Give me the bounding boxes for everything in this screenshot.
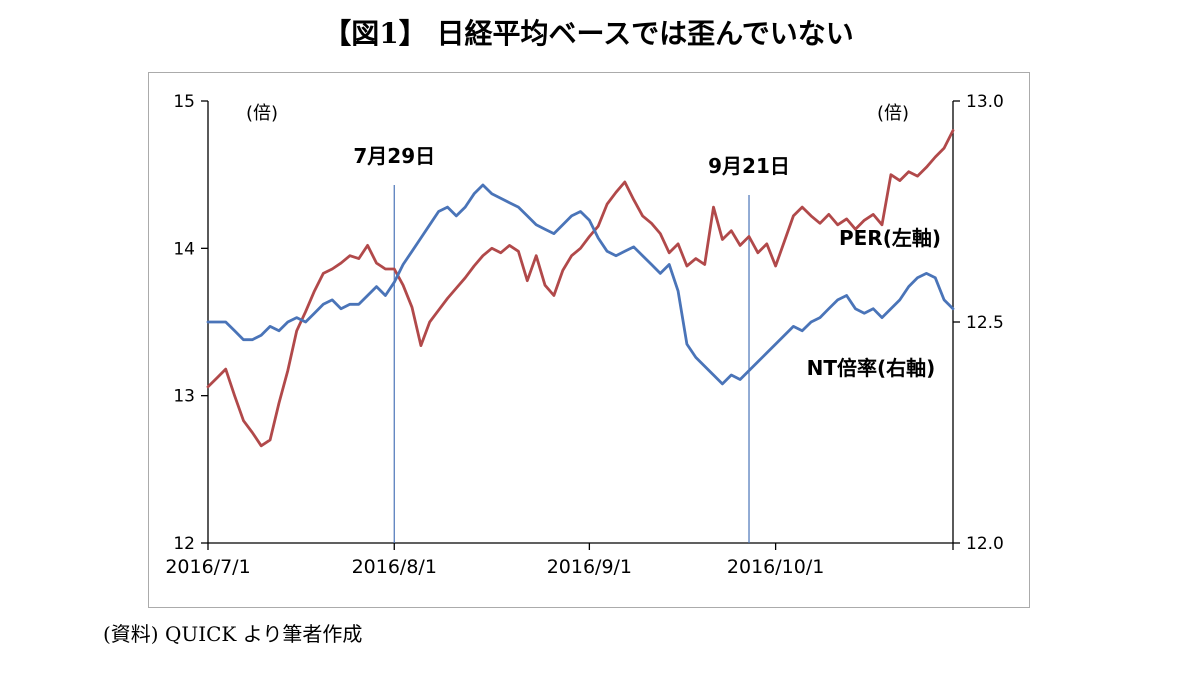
x-axis-tick: 2016/9/1 <box>547 556 632 578</box>
chart-title: 【図1】 日経平均ベースでは歪んでいない <box>323 17 854 50</box>
x-axis-tick: 2016/7/1 <box>165 556 250 578</box>
right-axis-tick: 13.0 <box>966 92 1004 112</box>
right-axis-unit: (倍) <box>877 103 909 124</box>
left-axis-tick: 15 <box>173 92 195 112</box>
series-line-right <box>206 183 955 386</box>
line-chart: 15 14 13 12 13.0 12.5 12.0 (倍) (倍) 2016/7/1 2016/8… <box>165 92 1004 578</box>
series-line-left <box>206 129 955 448</box>
x-axis-tick: 2016/10/1 <box>727 556 824 578</box>
left-axis-unit: (倍) <box>246 103 278 124</box>
left-axis-tick: 12 <box>173 534 195 554</box>
left-axis-tick: 14 <box>173 239 195 259</box>
source-note: (資料) QUICK より筆者作成 <box>103 622 363 646</box>
series-label-left: PER(左軸) <box>839 226 941 250</box>
annotation-label: 9月21日 <box>708 154 790 178</box>
left-axis-tick: 13 <box>173 387 195 407</box>
annotation-label: 7月29日 <box>353 144 435 168</box>
series-label-right: NT倍率(右軸) <box>807 356 936 380</box>
chart-frame: 15 14 13 12 13.0 12.5 12.0 (倍) (倍) 2016/7/1 2016/8… <box>148 72 1030 608</box>
x-axis-tick: 2016/8/1 <box>352 556 437 578</box>
right-axis-tick: 12.0 <box>966 534 1004 554</box>
right-axis-tick: 12.5 <box>966 313 1004 333</box>
